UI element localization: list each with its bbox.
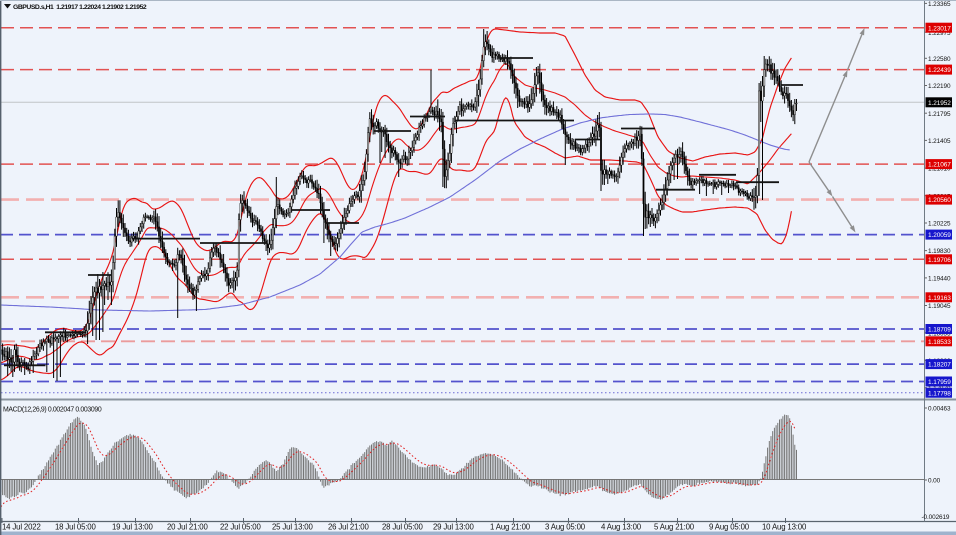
- svg-text:1.23365: 1.23365: [928, 1, 951, 8]
- svg-text:1.19706: 1.19706: [928, 257, 951, 264]
- svg-text:1.17798: 1.17798: [928, 390, 951, 397]
- svg-text:1.21952: 1.21952: [928, 100, 951, 107]
- svg-text:3 Aug 05:00: 3 Aug 05:00: [545, 523, 586, 532]
- svg-text:29 Jul 13:00: 29 Jul 13:00: [433, 523, 474, 532]
- svg-text:1.20059: 1.20059: [928, 232, 951, 239]
- svg-text:14 Jul 2022: 14 Jul 2022: [2, 523, 41, 532]
- svg-text:1.18207: 1.18207: [928, 362, 951, 369]
- svg-text:GBPUSD.s,H1 1.21917 1.22024 1: GBPUSD.s,H1 1.21917 1.22024 1.21902 1.21…: [13, 4, 147, 11]
- svg-text:1.19163: 1.19163: [928, 295, 951, 302]
- svg-text:0.00463: 0.00463: [928, 406, 951, 413]
- svg-text:4 Aug 13:00: 4 Aug 13:00: [601, 523, 642, 532]
- svg-text:1.21067: 1.21067: [928, 162, 951, 169]
- svg-text:1.19830: 1.19830: [928, 248, 951, 255]
- svg-text:25 Jul 13:00: 25 Jul 13:00: [272, 523, 313, 532]
- svg-text:9 Aug 05:00: 9 Aug 05:00: [709, 523, 750, 532]
- svg-text:1.22580: 1.22580: [928, 56, 951, 63]
- svg-text:18 Jul 05:00: 18 Jul 05:00: [55, 523, 96, 532]
- svg-text:26 Jul 21:00: 26 Jul 21:00: [328, 523, 369, 532]
- svg-text:1.18709: 1.18709: [928, 327, 951, 334]
- svg-text:1.17959: 1.17959: [928, 379, 951, 386]
- svg-text:1.23017: 1.23017: [928, 25, 951, 32]
- svg-text:1.20225: 1.20225: [928, 221, 951, 228]
- svg-text:1.20560: 1.20560: [928, 197, 951, 204]
- svg-text:10 Aug 13:00: 10 Aug 13:00: [762, 523, 807, 532]
- svg-text:1.21795: 1.21795: [928, 111, 951, 118]
- svg-text:MACD(12,26,9) 0.002047 0.00309: MACD(12,26,9) 0.002047 0.003090: [3, 407, 102, 414]
- svg-text:1.19045: 1.19045: [928, 303, 951, 310]
- svg-text:-0.002619: -0.002619: [922, 514, 950, 521]
- svg-text:1.21010: 1.21010: [928, 166, 951, 173]
- svg-text:1.18533: 1.18533: [928, 339, 951, 346]
- svg-text:22 Jul 05:00: 22 Jul 05:00: [220, 523, 261, 532]
- svg-text:1.19440: 1.19440: [928, 276, 951, 283]
- svg-text:5 Aug 21:00: 5 Aug 21:00: [654, 523, 695, 532]
- svg-text:1.22439: 1.22439: [928, 67, 951, 74]
- svg-text:28 Jul 05:00: 28 Jul 05:00: [382, 523, 423, 532]
- svg-text:19 Jul 13:00: 19 Jul 13:00: [112, 523, 153, 532]
- svg-text:1.22975: 1.22975: [928, 30, 951, 37]
- svg-text:20 Jul 21:00: 20 Jul 21:00: [167, 523, 208, 532]
- svg-text:0.00: 0.00: [928, 478, 941, 485]
- svg-text:1.22190: 1.22190: [928, 83, 951, 90]
- svg-text:1 Aug 21:00: 1 Aug 21:00: [490, 523, 531, 532]
- svg-text:1.21405: 1.21405: [928, 138, 951, 145]
